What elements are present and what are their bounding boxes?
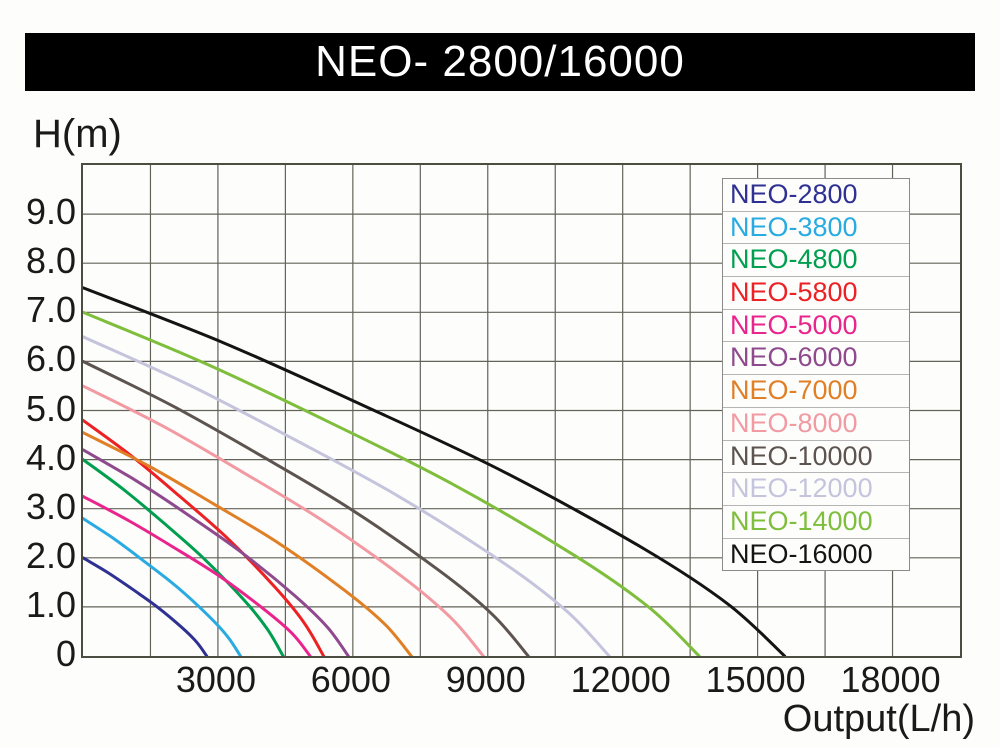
legend-item-NEO-7000: NEO-7000 [723,375,909,408]
legend-item-NEO-8000: NEO-8000 [723,408,909,441]
x-axis-title: Output(L/h) [782,698,975,740]
title-text: NEO- 2800/16000 [315,37,685,86]
legend-item-NEO-5800: NEO-5800 [723,277,909,310]
curve-NEO-12000 [83,335,611,656]
y-axis-title: H(m) [33,112,122,156]
x-tick-label-15000: 15000 [705,659,806,700]
curve-NEO-10000 [83,359,530,656]
x-tick-label-9000: 9000 [445,659,526,700]
x-tick-label-18000: 18000 [840,659,941,700]
y-tick-label-9.0: 9.0 [25,191,76,233]
legend-item-NEO-4800: NEO-4800 [723,244,909,278]
legend-item-NEO-12000: NEO-12000 [723,473,909,506]
curve-NEO-2800 [83,556,209,656]
legend-item-NEO-5000: NEO-5000 [723,310,909,343]
legend-item-NEO-2800: NEO-2800 [723,179,909,212]
y-tick-label-3.0: 3.0 [25,485,76,527]
curve-NEO-5000 [83,494,312,656]
legend-item-NEO-14000: NEO-14000 [723,506,909,539]
curve-NEO-5800 [83,418,326,656]
y-tick-label-1.0: 1.0 [25,583,76,625]
y-tick-label-5.0: 5.0 [25,387,76,429]
y-tick-label-8.0: 8.0 [25,240,76,282]
curve-NEO-8000 [83,384,485,656]
title-banner: NEO- 2800/16000 [25,33,975,91]
curve-NEO-16000 [83,286,787,656]
x-tick-label-3000: 3000 [175,659,256,700]
legend-item-NEO-10000: NEO-10000 [723,441,909,474]
legend-item-NEO-3800: NEO-3800 [723,212,909,245]
curve-NEO-4800 [83,458,285,656]
curve-NEO-6000 [83,448,350,656]
legend-box: NEO-2800 NEO-3800 NEO-4800 NEO-5800 NEO-5000… [722,178,910,572]
curve-NEO-7000 [83,431,413,656]
y-tick-label-6.0: 6.0 [25,338,76,380]
y-tick-label-7.0: 7.0 [25,289,76,331]
curve-NEO-14000 [83,310,701,656]
legend-item-NEO-6000: NEO-6000 [723,342,909,376]
y-tick-label-4.0: 4.0 [25,436,76,478]
y-tick-label-2.0: 2.0 [25,534,76,576]
x-tick-label-12000: 12000 [570,659,671,700]
y-tick-label-0: 0 [55,633,76,674]
x-tick-label-6000: 6000 [310,659,391,700]
curve-NEO-3800 [83,517,242,656]
legend-item-NEO-16000: NEO-16000 [730,538,873,569]
